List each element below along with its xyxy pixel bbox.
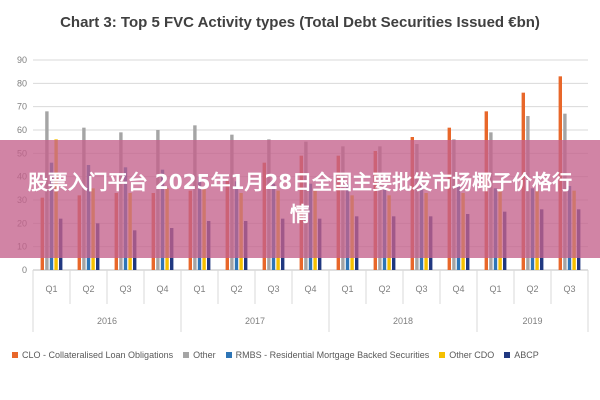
legend-label: RMBS - Residential Mortgage Backed Secur… [235, 350, 430, 360]
x-tick-label: Q4 [304, 284, 316, 294]
year-label: 2017 [245, 316, 265, 326]
x-tick-label: Q2 [230, 284, 242, 294]
x-tick-label: Q1 [45, 284, 57, 294]
legend-item: Other [183, 350, 216, 360]
legend-label: CLO - Collateralised Loan Obligations [22, 350, 174, 360]
year-label: 2016 [97, 316, 117, 326]
legend-label: ABCP [514, 350, 539, 360]
y-tick-label: 80 [17, 78, 27, 88]
legend-swatch [504, 352, 511, 358]
year-label: 2018 [393, 316, 413, 326]
legend-item: Other CDO [439, 350, 494, 360]
x-tick-label: Q4 [452, 284, 464, 294]
overlay-text: 股票入门平台 2025年1月28日全国主要批发市场椰子价格行情 [27, 170, 573, 226]
chart-title: Chart 3: Top 5 FVC Activity types (Total… [60, 14, 540, 31]
x-tick-label: Q1 [193, 284, 205, 294]
x-tick-label: Q1 [341, 284, 353, 294]
legend-item: CLO - Collateralised Loan Obligations [12, 350, 173, 360]
y-tick-label: 90 [17, 55, 27, 65]
legend-swatch [12, 352, 18, 358]
legend-item: ABCP [504, 350, 539, 360]
legend: CLO - Collateralised Loan Obligations Oth… [12, 350, 592, 360]
legend-swatch [225, 352, 232, 358]
x-tick-label: Q3 [563, 284, 575, 294]
legend-swatch [183, 352, 190, 358]
x-tick-label: Q2 [378, 284, 390, 294]
x-tick-label: Q2 [526, 284, 538, 294]
x-tick-label: Q2 [82, 284, 94, 294]
y-tick-label: 0 [22, 265, 27, 275]
x-tick-label: Q1 [489, 284, 501, 294]
x-tick-label: Q4 [156, 284, 168, 294]
x-tick-label: Q3 [415, 284, 427, 294]
y-tick-label: 60 [17, 125, 27, 135]
legend-swatch [439, 352, 446, 358]
x-tick-label: Q3 [267, 284, 279, 294]
legend-label: Other CDO [449, 350, 495, 360]
y-tick-label: 70 [17, 102, 27, 112]
legend-item: RMBS - Residential Mortgage Backed Secur… [225, 350, 430, 360]
overlay-banner [0, 140, 600, 258]
year-label: 2019 [522, 316, 542, 326]
legend-label: Other [193, 350, 216, 360]
x-tick-label: Q3 [119, 284, 131, 294]
